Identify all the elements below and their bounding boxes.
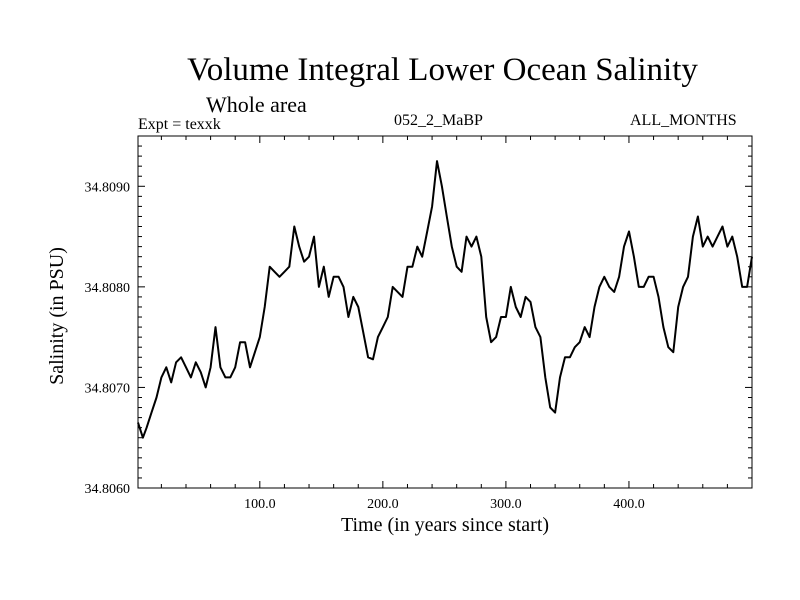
chart-title: Volume Integral Lower Ocean Salinity bbox=[187, 52, 698, 88]
x-tick-label: 100.0 bbox=[244, 497, 276, 512]
y-tick-label: 34.8070 bbox=[85, 381, 131, 396]
experiment-label: Expt = texxk bbox=[138, 116, 221, 133]
ticks: 34.8060 34.8070 34.8080 34.8090 100.0 200.0 30… bbox=[85, 136, 752, 512]
x-tick-label: 200.0 bbox=[367, 497, 399, 512]
series bbox=[137, 160, 753, 439]
y-tick-label: 34.8090 bbox=[85, 180, 131, 195]
y-tick-label: 34.8060 bbox=[85, 482, 131, 497]
period-label: ALL_MONTHS bbox=[630, 112, 737, 129]
axes bbox=[137, 135, 753, 489]
y-tick-label: 34.8080 bbox=[85, 281, 131, 296]
y-axis-title: Salinity (in PSU) bbox=[46, 247, 68, 385]
x-tick-label: 300.0 bbox=[490, 497, 522, 512]
x-tick-label: 400.0 bbox=[613, 497, 645, 512]
series-line-salinity bbox=[137, 160, 753, 439]
plot-frame bbox=[137, 135, 753, 489]
chart-subtitle: Whole area bbox=[206, 92, 307, 117]
run-label: 052_2_MaBP bbox=[394, 112, 483, 129]
x-axis-title: Time (in years since start) bbox=[341, 514, 549, 536]
